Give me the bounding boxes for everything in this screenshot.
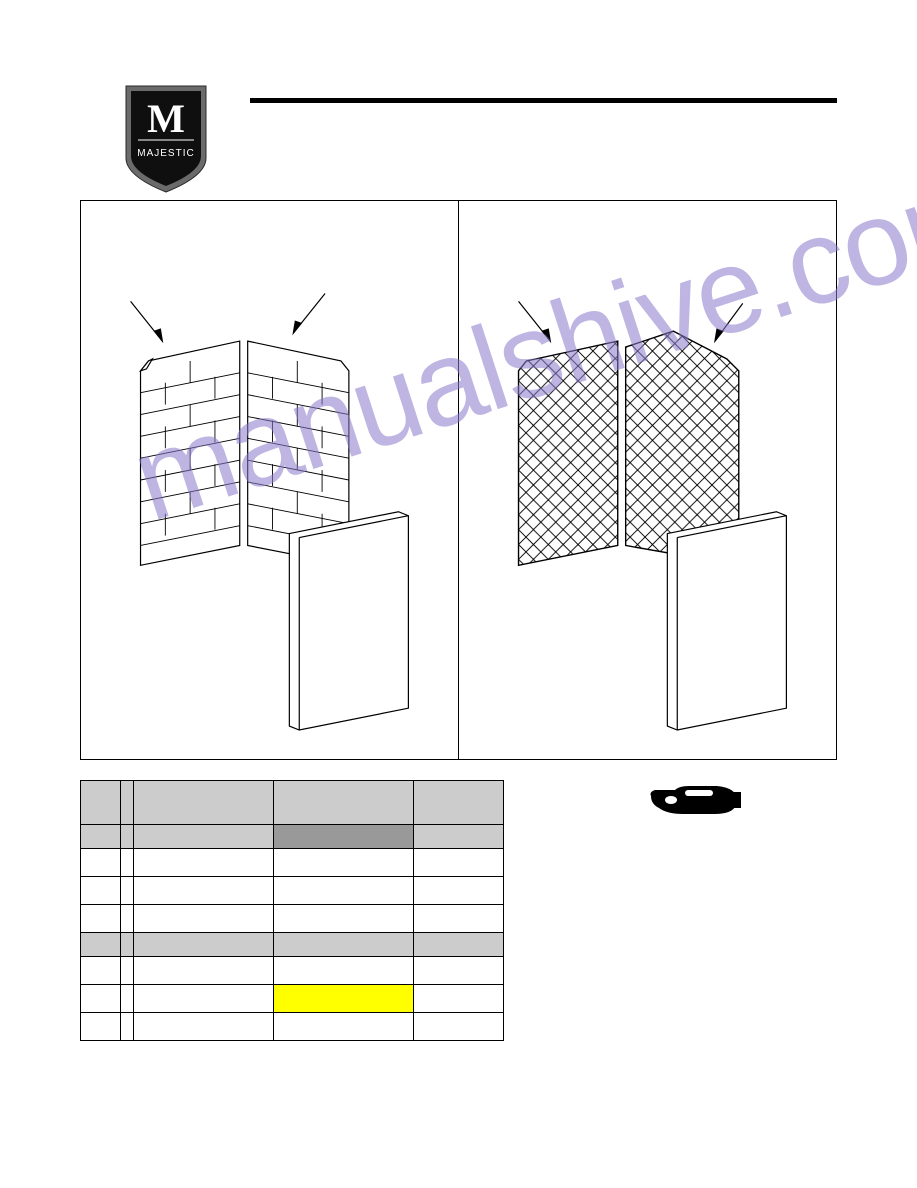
cell: [414, 985, 504, 1013]
cell: [121, 877, 134, 905]
table-row: [81, 957, 504, 985]
cell: [134, 905, 274, 933]
table-row: [81, 849, 504, 877]
arrow-right-icon: [715, 303, 743, 341]
cell: [134, 933, 274, 957]
arrow-left-icon: [131, 301, 163, 341]
cell: [274, 933, 414, 957]
col-2-header: [121, 781, 134, 825]
table-subheader-row: [81, 825, 504, 849]
parts-table: [80, 780, 504, 1041]
cell: [274, 825, 414, 849]
col-5-header: [414, 781, 504, 825]
logo-letter: M: [147, 96, 185, 141]
table-row: [81, 877, 504, 905]
floor-panel: [289, 512, 408, 730]
cell: [414, 849, 504, 877]
col-1-header: [81, 781, 121, 825]
cell: [414, 825, 504, 849]
cell: [121, 957, 134, 985]
cell: [274, 849, 414, 877]
cell: [121, 1013, 134, 1041]
cell: [121, 933, 134, 957]
cell: [274, 985, 414, 1013]
table-row: [81, 985, 504, 1013]
cell: [274, 877, 414, 905]
left-brick-panel: [141, 341, 240, 565]
cell: [134, 957, 274, 985]
cell: [81, 877, 121, 905]
cell: [414, 933, 504, 957]
herringbone-panels-diagram: [459, 201, 836, 759]
cell: [274, 905, 414, 933]
cell: [81, 985, 121, 1013]
table-header-row: [81, 781, 504, 825]
table-row: [81, 905, 504, 933]
cell: [414, 1013, 504, 1041]
cell: [121, 849, 134, 877]
arrow-left-icon: [519, 301, 551, 341]
shield-icon: M MAJESTIC: [120, 80, 212, 195]
cell: [414, 957, 504, 985]
brick-panels-diagram: [81, 201, 458, 759]
col-4-header: [274, 781, 414, 825]
cell: [121, 985, 134, 1013]
cell: [81, 1013, 121, 1041]
figures-row: [80, 200, 837, 760]
cell: [81, 825, 121, 849]
cell: [81, 957, 121, 985]
figure-left: [80, 200, 459, 760]
header-rule: [250, 98, 837, 103]
page: M MAJESTIC manualshive.com: [0, 0, 917, 1188]
table-row: [81, 1013, 504, 1041]
cell: [414, 905, 504, 933]
figure-right: [459, 200, 837, 760]
cell: [134, 825, 274, 849]
floor-panel: [667, 512, 786, 730]
table-subheader-row: [81, 933, 504, 957]
arrow-right-icon: [293, 293, 325, 333]
cell: [274, 1013, 414, 1041]
logo-brand: MAJESTIC: [137, 148, 194, 159]
cell: [414, 877, 504, 905]
cell: [274, 957, 414, 985]
cell: [81, 933, 121, 957]
left-herringbone-panel: [519, 341, 618, 565]
col-3-header: [134, 781, 274, 825]
cell: [134, 985, 274, 1013]
brand-logo: M MAJESTIC: [120, 80, 212, 195]
cell: [81, 905, 121, 933]
pointing-hand-icon: [645, 778, 745, 822]
cell: [81, 849, 121, 877]
cell: [134, 849, 274, 877]
cell: [121, 825, 134, 849]
cell: [134, 877, 274, 905]
cell: [121, 905, 134, 933]
cell: [134, 1013, 274, 1041]
